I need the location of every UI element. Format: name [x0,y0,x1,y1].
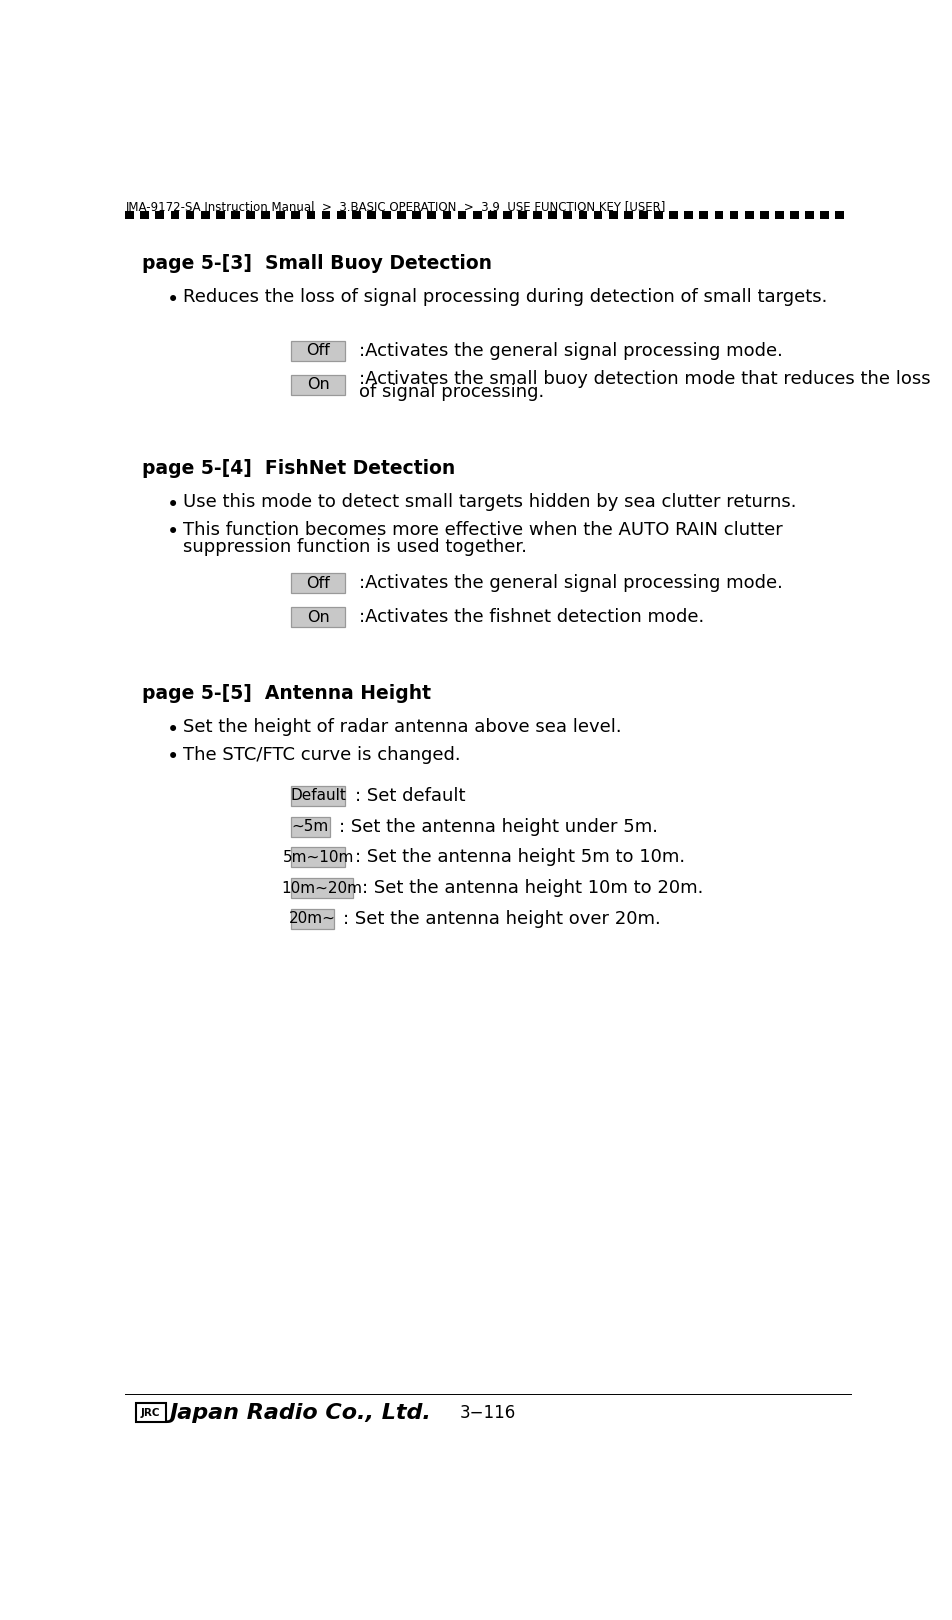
FancyBboxPatch shape [427,211,436,219]
FancyBboxPatch shape [216,211,225,219]
Text: JMA-9172-SA Instruction Manual  >  3.BASIC OPERATION  >  3.9  USE FUNCTION KEY [: JMA-9172-SA Instruction Manual > 3.BASIC… [126,201,665,214]
Text: •: • [167,747,179,768]
Text: Use this mode to detect small targets hidden by sea clutter returns.: Use this mode to detect small targets hi… [183,492,796,512]
Text: Default: Default [290,789,347,804]
FancyBboxPatch shape [548,211,557,219]
Text: :Activates the general signal processing mode.: :Activates the general signal processing… [359,573,783,593]
FancyBboxPatch shape [276,211,285,219]
FancyBboxPatch shape [337,211,346,219]
FancyBboxPatch shape [443,211,451,219]
FancyBboxPatch shape [608,211,618,219]
FancyBboxPatch shape [291,374,346,395]
FancyBboxPatch shape [744,211,754,219]
FancyBboxPatch shape [291,909,333,928]
FancyBboxPatch shape [201,211,209,219]
Text: : Set the antenna height over 20m.: : Set the antenna height over 20m. [343,910,661,928]
FancyBboxPatch shape [533,211,542,219]
Text: JRC: JRC [141,1408,161,1418]
Text: page 5-[5]  Antenna Height: page 5-[5] Antenna Height [142,684,431,703]
FancyBboxPatch shape [382,211,391,219]
Text: ~5m: ~5m [292,820,329,834]
Text: : Set default: : Set default [354,787,466,805]
Text: This function becomes more effective when the AUTO RAIN clutter: This function becomes more effective whe… [183,522,783,539]
Text: Off: Off [307,575,330,591]
Text: •: • [167,719,179,740]
FancyBboxPatch shape [790,211,799,219]
FancyBboxPatch shape [140,211,149,219]
FancyBboxPatch shape [291,816,329,836]
Text: :Activates the small buoy detection mode that reduces the loss: :Activates the small buoy detection mode… [359,369,931,387]
FancyBboxPatch shape [836,211,844,219]
FancyBboxPatch shape [684,211,693,219]
Text: Japan Radio Co., Ltd.: Japan Radio Co., Ltd. [170,1403,432,1422]
FancyBboxPatch shape [291,340,346,361]
FancyBboxPatch shape [805,211,814,219]
FancyBboxPatch shape [155,211,164,219]
Text: page 5-[4]  FishNet Detection: page 5-[4] FishNet Detection [142,460,455,478]
Text: •: • [167,494,179,515]
FancyBboxPatch shape [291,573,346,593]
FancyBboxPatch shape [624,211,633,219]
FancyBboxPatch shape [231,211,240,219]
Text: The STC/FTC curve is changed.: The STC/FTC curve is changed. [183,745,460,763]
Text: 20m~: 20m~ [288,912,336,927]
Text: : Set the antenna height under 5m.: : Set the antenna height under 5m. [339,818,658,836]
FancyBboxPatch shape [579,211,587,219]
FancyBboxPatch shape [503,211,512,219]
Text: On: On [307,609,329,625]
FancyBboxPatch shape [488,211,497,219]
Text: of signal processing.: of signal processing. [359,382,545,400]
Text: : Set the antenna height 10m to 20m.: : Set the antenna height 10m to 20m. [363,880,704,897]
FancyBboxPatch shape [322,211,330,219]
Text: Set the height of radar antenna above sea level.: Set the height of radar antenna above se… [183,718,621,735]
FancyBboxPatch shape [669,211,678,219]
FancyBboxPatch shape [412,211,421,219]
Text: Off: Off [307,343,330,358]
Text: On: On [307,377,329,392]
FancyBboxPatch shape [700,211,708,219]
FancyBboxPatch shape [261,211,270,219]
FancyBboxPatch shape [518,211,526,219]
Text: :Activates the general signal processing mode.: :Activates the general signal processing… [359,342,783,360]
FancyBboxPatch shape [186,211,194,219]
FancyBboxPatch shape [594,211,603,219]
Text: :Activates the fishnet detection mode.: :Activates the fishnet detection mode. [359,608,704,627]
Text: •: • [167,290,179,309]
FancyBboxPatch shape [352,211,361,219]
FancyBboxPatch shape [775,211,783,219]
Text: : Set the antenna height 5m to 10m.: : Set the antenna height 5m to 10m. [354,849,684,867]
FancyBboxPatch shape [307,211,315,219]
FancyBboxPatch shape [821,211,829,219]
FancyBboxPatch shape [760,211,768,219]
Text: page 5-[3]  Small Buoy Detection: page 5-[3] Small Buoy Detection [142,254,492,274]
FancyBboxPatch shape [458,211,466,219]
FancyBboxPatch shape [397,211,406,219]
FancyBboxPatch shape [170,211,179,219]
FancyBboxPatch shape [639,211,647,219]
FancyBboxPatch shape [291,211,300,219]
FancyBboxPatch shape [473,211,482,219]
FancyBboxPatch shape [654,211,663,219]
Text: Reduces the loss of signal processing during detection of small targets.: Reduces the loss of signal processing du… [183,288,827,306]
Text: 5m~10m: 5m~10m [283,850,354,865]
FancyBboxPatch shape [715,211,724,219]
Text: •: • [167,522,179,543]
Text: suppression function is used together.: suppression function is used together. [183,538,526,556]
FancyBboxPatch shape [291,608,346,627]
FancyBboxPatch shape [564,211,572,219]
FancyBboxPatch shape [367,211,376,219]
Text: 3−116: 3−116 [460,1403,516,1421]
FancyBboxPatch shape [136,1403,166,1422]
FancyBboxPatch shape [729,211,739,219]
FancyBboxPatch shape [126,211,134,219]
FancyBboxPatch shape [291,878,353,897]
Text: 10m~20m: 10m~20m [282,881,363,896]
FancyBboxPatch shape [291,847,346,867]
FancyBboxPatch shape [247,211,255,219]
FancyBboxPatch shape [291,786,346,805]
